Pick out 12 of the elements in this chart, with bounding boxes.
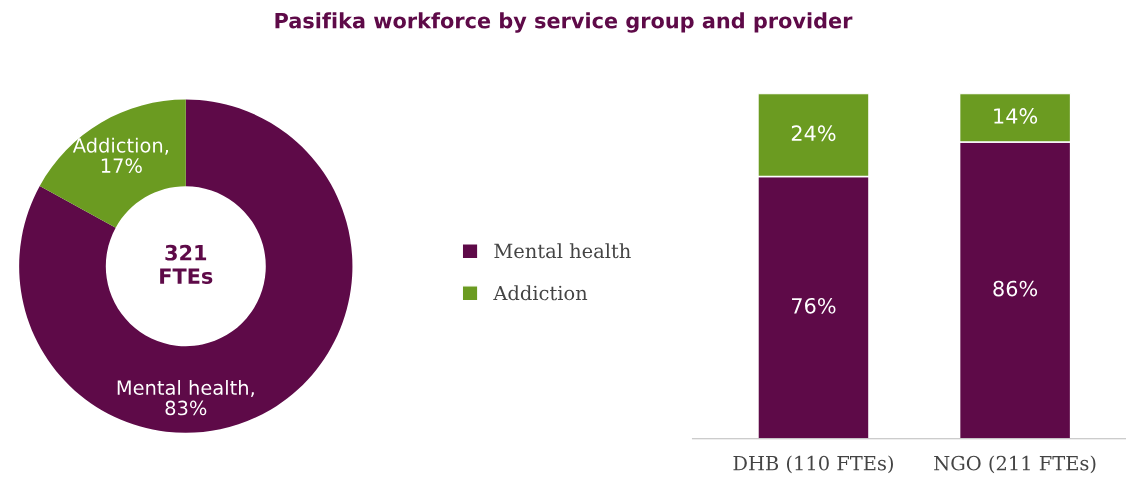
data-label: 24% <box>791 125 836 142</box>
chart-title: Pasifika workforce by service group and provider <box>275 12 853 33</box>
legend-label: Addiction <box>493 285 588 301</box>
data-label: 86% <box>993 280 1038 297</box>
data-label: Mental health, 83% <box>117 379 254 416</box>
x-tick-label: DHB (110 FTEs) <box>733 455 893 474</box>
data-label: Addiction, 17% <box>72 137 168 173</box>
data-label: 14% <box>994 108 1038 124</box>
legend-label: Mental health <box>494 243 631 259</box>
text: 321 FTEs <box>160 244 213 284</box>
data-label: 76% <box>792 297 836 314</box>
x-tick-label: NGO (211 FTEs) <box>934 455 1096 474</box>
